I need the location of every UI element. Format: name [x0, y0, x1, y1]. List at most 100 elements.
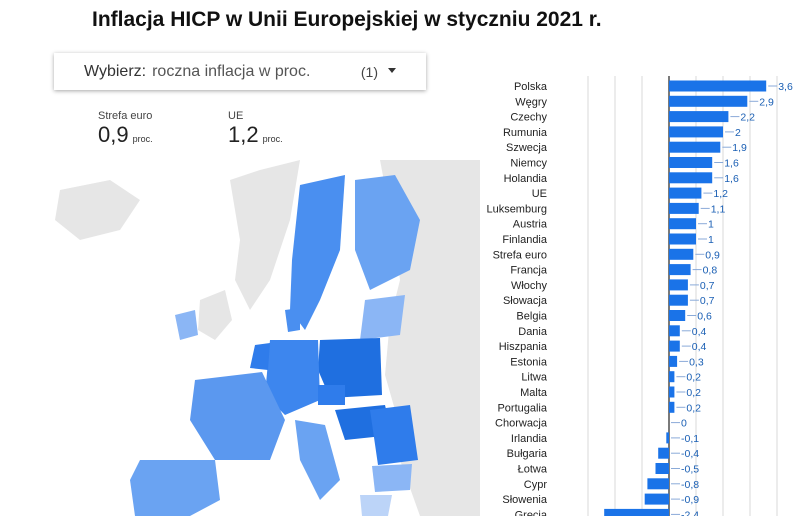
kpi-value: 1,2	[228, 122, 259, 147]
category-label: Czechy	[510, 112, 547, 124]
category-label: Węgry	[515, 96, 547, 108]
value-label: 0,6	[697, 311, 712, 323]
bar	[669, 248, 694, 260]
value-label: -0,9	[681, 494, 699, 506]
map-finland	[355, 175, 420, 290]
category-label: UE	[532, 188, 547, 200]
category-label: Estonia	[510, 356, 548, 368]
page-title: Inflacja HICP w Unii Europejskiej w styc…	[92, 8, 602, 31]
kpi-euro-area: Strefa euro 0,9 proc.	[98, 110, 153, 148]
category-label: Finlandia	[502, 234, 548, 246]
bar	[669, 264, 691, 276]
map-poland	[318, 338, 382, 398]
bar	[647, 478, 669, 490]
bar	[669, 355, 678, 367]
map-uk	[198, 290, 232, 340]
eu-inflation-map[interactable]	[0, 160, 480, 516]
category-label: Łotwa	[518, 464, 548, 476]
bar	[669, 187, 702, 199]
category-label: Niemcy	[510, 158, 547, 170]
value-label: 0,7	[700, 295, 715, 307]
category-label: Cypr	[524, 479, 548, 491]
value-label: 3,6	[778, 81, 793, 93]
value-label: 2	[735, 127, 741, 139]
kpi-label: UE	[228, 110, 244, 122]
category-label: Portugalia	[497, 402, 547, 414]
map-czechia	[318, 385, 345, 405]
value-label: 0	[681, 418, 687, 430]
category-label: Włochy	[511, 280, 548, 292]
value-label: 0,9	[705, 249, 720, 261]
bar	[669, 371, 675, 383]
kpi-unit: proc.	[132, 134, 153, 144]
value-label: 0,7	[700, 280, 715, 292]
category-label: Irlandia	[511, 433, 548, 445]
kpi-eu: UE 1,2 proc.	[228, 110, 283, 148]
bars-group	[604, 80, 767, 516]
bar	[669, 279, 688, 291]
caret-down-icon[interactable]	[388, 68, 396, 73]
category-label: Austria	[513, 219, 548, 231]
value-label: 1,6	[724, 158, 739, 170]
category-label: Słowenia	[502, 494, 548, 506]
map-baltics	[360, 295, 405, 340]
value-label: 0,2	[686, 387, 701, 399]
bar	[669, 310, 686, 321]
map-romania	[370, 405, 418, 465]
category-label: Francja	[510, 265, 548, 277]
category-label: Słowacja	[503, 295, 548, 307]
category-label: Rumunia	[503, 127, 548, 139]
category-label: Grecja	[515, 509, 548, 516]
map-denmark	[285, 308, 300, 332]
category-label: Malta	[520, 387, 548, 399]
bar	[658, 447, 669, 459]
value-label: 1,2	[713, 188, 728, 200]
value-label: 2,2	[740, 112, 755, 124]
map-germany	[265, 340, 320, 415]
value-label: 2,9	[759, 96, 774, 108]
labels-group: Polska 3,6 Węgry 2,9 Czechy 2,2 Rumunia 2 Szwecj…	[486, 81, 793, 516]
bar	[669, 218, 696, 230]
category-label: Hiszpania	[499, 341, 548, 353]
map-spain	[130, 460, 220, 516]
value-label: -0,1	[681, 433, 699, 445]
measure-dropdown[interactable]: Wybierz: roczna inflacja w proc. (1)	[54, 53, 426, 90]
value-label: -2,4	[681, 509, 699, 516]
map-ireland	[175, 310, 198, 340]
value-label: 0,4	[692, 341, 707, 353]
value-label: 0,8	[703, 265, 718, 277]
value-label: 0,2	[686, 372, 701, 384]
map-sweden	[290, 175, 345, 330]
category-label: Bułgaria	[507, 448, 548, 460]
bar	[669, 157, 713, 168]
category-label: Polska	[514, 81, 548, 93]
value-label: 1,6	[724, 173, 739, 185]
value-label: 1	[708, 234, 714, 246]
bar	[669, 325, 680, 337]
bar	[669, 386, 675, 398]
category-label: Strefa euro	[493, 249, 547, 261]
map-benelux	[250, 343, 270, 370]
category-label: Belgia	[516, 311, 547, 323]
value-label: 1,1	[711, 203, 726, 215]
value-label: 0,2	[686, 402, 701, 414]
bar	[669, 111, 729, 123]
bar	[669, 80, 767, 92]
grid-lines	[587, 76, 778, 516]
value-label: 0,4	[692, 326, 707, 338]
kpi-value: 0,9	[98, 122, 129, 147]
value-label: -0,5	[681, 464, 699, 476]
dropdown-selection-count: (1)	[360, 63, 378, 80]
value-label: -0,8	[681, 479, 699, 491]
value-label: 1,9	[732, 142, 747, 154]
category-label: Holandia	[504, 173, 548, 185]
category-label: Chorwacja	[495, 418, 548, 430]
category-label: Luksemburg	[486, 203, 547, 215]
kpi-unit: proc.	[262, 134, 283, 144]
bar	[669, 172, 713, 184]
bar	[669, 202, 699, 214]
map-france	[190, 372, 285, 460]
map-norway	[230, 160, 300, 310]
bar	[666, 432, 669, 444]
map-italy	[295, 420, 340, 500]
